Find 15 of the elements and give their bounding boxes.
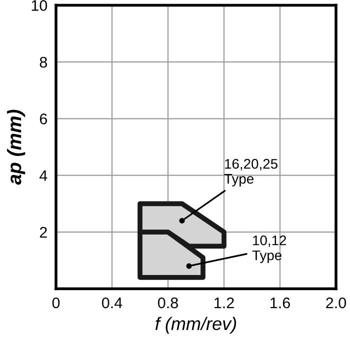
annotation: 16,20,25 Type [224,158,278,186]
x-tick-label: 1.6 [270,297,290,308]
x-tick-label: 0 [52,297,60,308]
annotation: 10,12 Type [252,235,286,264]
y-tick-label: 2 [40,226,47,238]
x-axis-title: f (mm/rev) [155,316,236,334]
x-tick-label: 2.0 [326,297,346,308]
x-tick-label: 0.8 [158,297,178,308]
y-tick-label: 4 [40,170,48,181]
y-tick-label: 10 [32,0,48,11]
x-tick-label: 1.2 [214,297,234,308]
y-tick-label: 6 [40,114,47,124]
y-tick-label: 8 [40,56,48,68]
y-axis-title: ap (mm) [6,110,26,185]
x-tick-label: 0.4 [102,297,122,308]
